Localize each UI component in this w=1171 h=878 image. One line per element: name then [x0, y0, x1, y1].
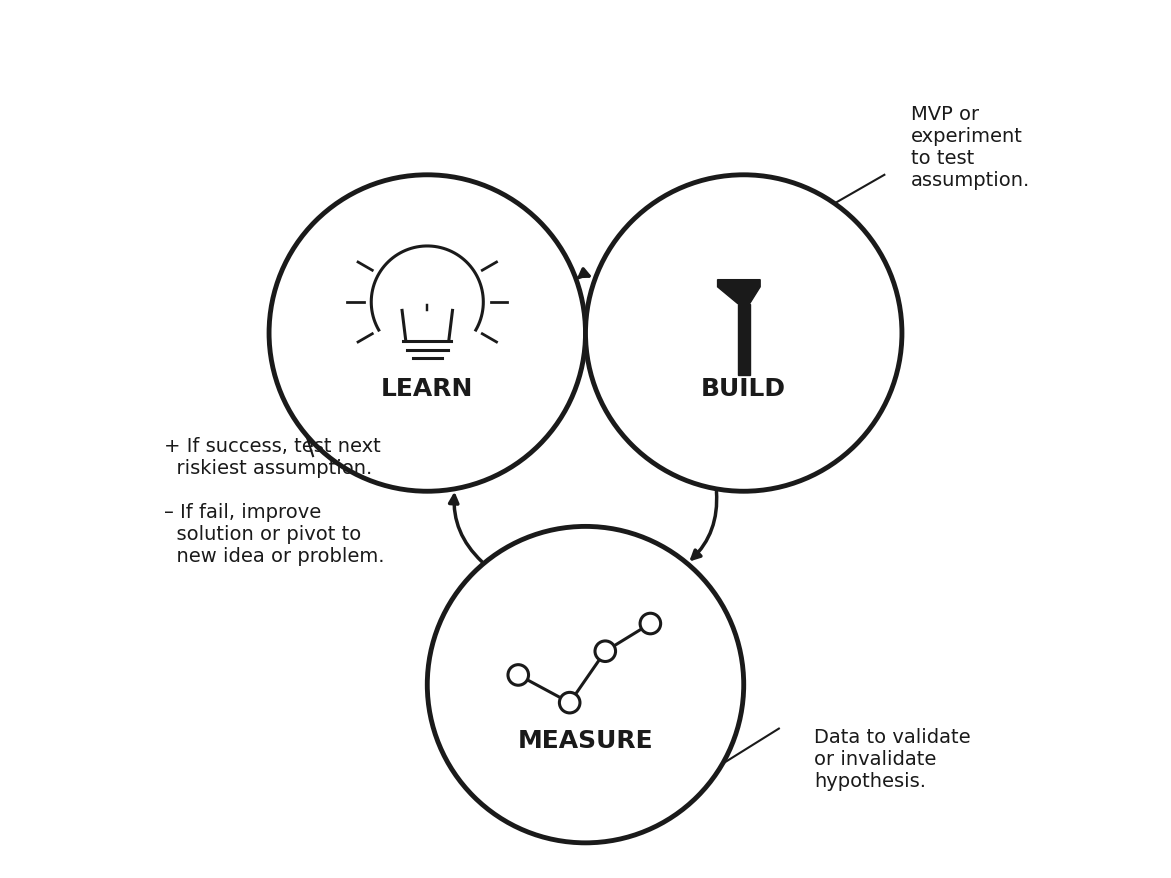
Text: BUILD: BUILD	[701, 377, 786, 401]
Circle shape	[595, 641, 616, 662]
Polygon shape	[738, 305, 749, 375]
Text: Data to validate
or invalidate
hypothesis.: Data to validate or invalidate hypothesi…	[814, 727, 971, 790]
Text: MEASURE: MEASURE	[518, 728, 653, 752]
FancyArrowPatch shape	[578, 270, 589, 278]
FancyArrowPatch shape	[692, 492, 717, 559]
Circle shape	[427, 527, 744, 843]
Circle shape	[560, 693, 580, 713]
Circle shape	[586, 176, 902, 492]
Text: + If success, test next
  riskiest assumption.

– If fail, improve
  solution or: + If success, test next riskiest assumpt…	[164, 436, 384, 565]
Circle shape	[641, 614, 660, 634]
Text: LEARN: LEARN	[381, 377, 473, 401]
Text: MVP or
experiment
to test
assumption.: MVP or experiment to test assumption.	[911, 105, 1030, 191]
Polygon shape	[718, 280, 760, 305]
FancyArrowPatch shape	[450, 496, 481, 562]
Circle shape	[269, 176, 586, 492]
Circle shape	[508, 665, 528, 686]
